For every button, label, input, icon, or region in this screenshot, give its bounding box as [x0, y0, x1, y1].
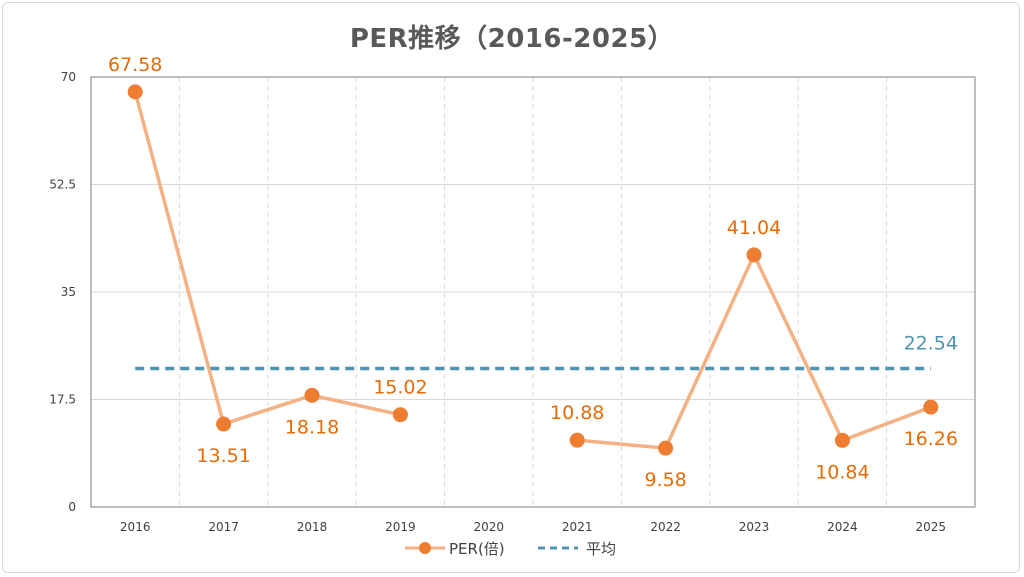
chart-title: PER推移（2016-2025）: [349, 24, 675, 54]
x-tick-label: 2016: [120, 520, 151, 534]
x-tick-label: 2021: [562, 520, 593, 534]
x-tick-label: 2019: [385, 520, 416, 534]
per-data-label: 10.84: [815, 461, 869, 483]
per-data-point: [923, 399, 939, 415]
y-tick-label: 0: [68, 500, 76, 514]
average-data-label: 22.54: [904, 333, 958, 355]
per-data-label: 10.88: [550, 402, 604, 424]
x-tick-label: 2022: [650, 520, 681, 534]
y-tick-label: 52.5: [49, 178, 76, 192]
per-data-label: 41.04: [727, 217, 781, 239]
per-data-label: 13.51: [196, 445, 250, 467]
per-data-point: [216, 416, 232, 432]
per-data-label: 16.26: [904, 428, 958, 450]
legend-average-label: 平均: [586, 539, 617, 558]
legend: PER(倍) 平均: [0, 536, 1024, 560]
plot-border: [90, 76, 976, 508]
legend-item-per: PER(倍): [405, 536, 505, 560]
legend-average-swatch: [538, 546, 578, 550]
per-data-point: [569, 432, 585, 448]
legend-per-swatch: [405, 542, 445, 554]
x-tick-label: 2023: [739, 520, 770, 534]
per-data-label: 67.58: [108, 54, 162, 76]
per-data-label: 9.58: [644, 469, 686, 491]
x-tick-label: 2017: [208, 520, 239, 534]
x-tick-label: 2025: [916, 520, 947, 534]
y-tick-label: 35: [61, 285, 76, 299]
legend-item-average: 平均: [538, 536, 616, 560]
y-tick-label: 17.5: [49, 393, 76, 407]
per-data-point: [746, 247, 762, 263]
legend-per-label: PER(倍): [449, 539, 505, 558]
x-tick-label: 2020: [474, 520, 505, 534]
per-data-label: 18.18: [285, 416, 339, 438]
per-data-point: [658, 440, 674, 456]
y-tick-label: 70: [61, 70, 76, 84]
x-tick-label: 2024: [827, 520, 858, 534]
per-data-label: 15.02: [373, 377, 427, 399]
x-tick-label: 2018: [297, 520, 328, 534]
per-data-point: [304, 387, 320, 403]
per-data-point: [127, 84, 143, 100]
per-data-point: [392, 407, 408, 423]
per-series-line: [133, 91, 401, 426]
per-data-point: [834, 432, 850, 448]
